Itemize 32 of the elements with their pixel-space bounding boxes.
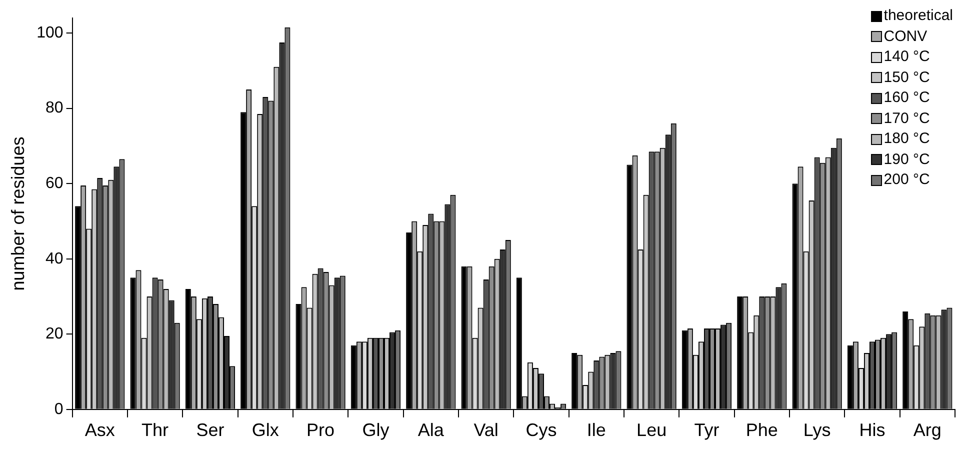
x-tick-label: Phe — [746, 420, 778, 440]
legend-label: 150 °C — [884, 68, 930, 88]
legend-label: 170 °C — [884, 108, 930, 128]
x-tick-label: Ala — [418, 420, 445, 440]
x-tick-label: Cys — [526, 420, 557, 440]
y-tick-label: 80 — [46, 100, 64, 117]
x-tick-label: Lys — [803, 420, 831, 440]
y-axis-title: number of residues — [8, 136, 28, 291]
legend-label: 200 °C — [884, 170, 930, 190]
x-tick-label: Ser — [196, 420, 224, 440]
legend-label: CONV — [884, 26, 928, 46]
legend-label: theoretical — [884, 6, 953, 26]
x-tick-label: Gly — [362, 420, 390, 440]
x-tick-label: Pro — [306, 420, 335, 440]
x-tick-label: His — [859, 420, 886, 440]
y-tick-label: 100 — [36, 24, 64, 42]
x-tick-label: Val — [474, 420, 498, 440]
x-tick-label: Tyr — [694, 420, 720, 440]
legend-label: 190 °C — [884, 150, 930, 170]
y-tick-label: 60 — [46, 175, 64, 192]
y-tick-label: 0 — [54, 400, 64, 418]
legend-label: 180 °C — [884, 129, 930, 149]
legend-label: 160 °C — [884, 88, 930, 108]
x-tick-label: Ile — [586, 420, 606, 440]
x-tick-label: Glx — [252, 420, 279, 440]
x-tick-label: Asx — [84, 420, 115, 440]
legend-label: 140 °C — [884, 47, 930, 67]
x-tick-label: Leu — [636, 420, 667, 440]
x-tick-label: Arg — [913, 420, 942, 440]
x-tick-label: Thr — [142, 420, 169, 440]
y-tick-label: 40 — [46, 250, 64, 268]
y-tick-label: 20 — [46, 326, 64, 343]
